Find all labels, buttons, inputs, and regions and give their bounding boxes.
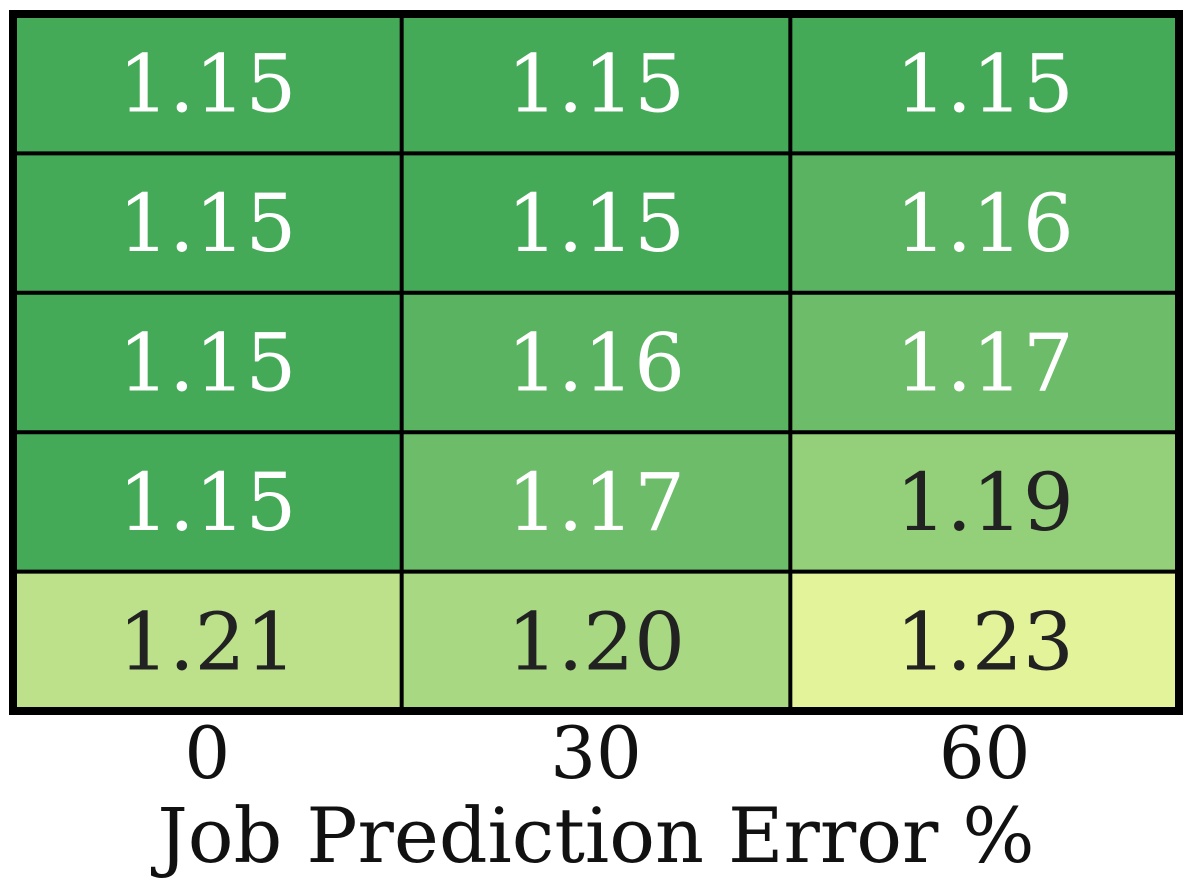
heatmap-cell-value: 1.17 (507, 456, 685, 549)
heatmap-cells: 1.15 1.15 1.15 1.15 1.15 1.16 1.15 1.16 1.17 1.15… (13, 14, 1179, 711)
heatmap-cell (13, 571, 402, 711)
heatmap-cell (790, 571, 1179, 711)
heatmap-cell (13, 153, 402, 293)
heatmap-cell (790, 153, 1179, 293)
heatmap-grid-lines (13, 14, 1179, 711)
heatmap-cell (401, 292, 791, 433)
x-tick-label: 30 (550, 711, 642, 795)
heatmap-cell (401, 432, 791, 572)
heatmap-cell-value: 1.21 (118, 595, 296, 688)
heatmap-cell-value: 1.16 (507, 317, 685, 410)
heatmap-cell (401, 153, 791, 293)
heatmap-cell (401, 14, 791, 154)
x-tick-label: 60 (939, 711, 1031, 795)
heatmap-cell-value: 1.23 (896, 595, 1074, 688)
heatmap-cell-value: 1.15 (118, 317, 296, 410)
heatmap-cell (790, 432, 1179, 572)
heatmap-cell-value: 1.15 (507, 177, 685, 270)
heatmap-cell (13, 14, 402, 154)
heatmap-cell-value: 1.15 (507, 38, 685, 131)
heatmap-cell (790, 292, 1179, 433)
heatmap-cell-value: 1.15 (118, 456, 296, 549)
heatmap-cell-value: 1.16 (896, 177, 1074, 270)
heatmap-cell (790, 14, 1179, 154)
heatmap-cell-value: 1.19 (896, 456, 1074, 549)
heatmap-cell-value: 1.15 (118, 38, 296, 131)
heatmap-cell-value: 1.15 (118, 177, 296, 270)
heatmap-frame (9, 10, 1183, 715)
heatmap-cell-value: 1.15 (896, 38, 1074, 131)
heatmap-cell (13, 292, 402, 433)
x-tick-label: 0 (184, 711, 230, 795)
heatmap-cell (401, 571, 791, 711)
heatmap-cell-value: 1.17 (896, 317, 1074, 410)
x-tick-labels: 0 30 60 (184, 711, 1030, 795)
x-axis-label: Job Prediction Error % (150, 791, 1034, 880)
heatmap-cell-value: 1.20 (507, 595, 685, 688)
heatmap-cell (13, 432, 402, 572)
